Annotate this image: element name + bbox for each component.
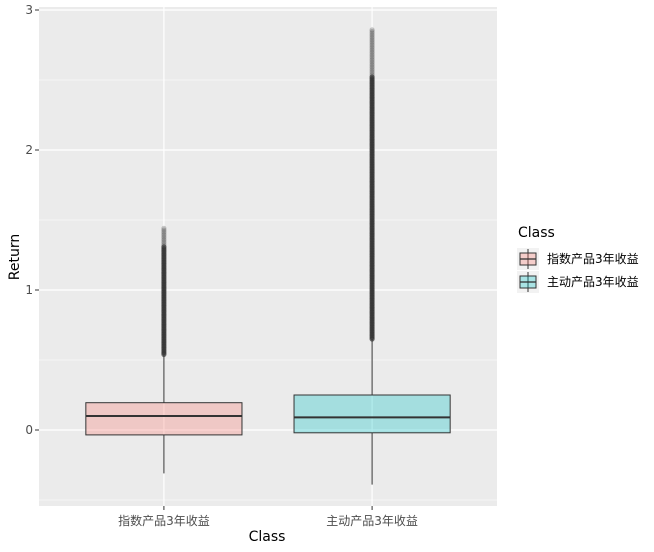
- outlier-point: [369, 47, 375, 53]
- outlier-point: [369, 57, 375, 63]
- y-axis-title: Return: [7, 234, 23, 280]
- outlier-point: [161, 242, 167, 248]
- outlier-point: [369, 42, 375, 48]
- outlier-point: [161, 232, 167, 238]
- legend-title: Class: [518, 225, 555, 241]
- x-tick-label: 主动产品3年收益: [326, 514, 418, 528]
- outlier-point: [369, 70, 375, 77]
- plot-panel: [39, 7, 497, 506]
- outlier-point: [369, 74, 375, 80]
- outlier-point: [369, 39, 375, 45]
- outlier-point: [369, 40, 375, 46]
- outlier-point: [161, 240, 167, 247]
- y-tick-label: 0: [25, 423, 33, 437]
- outlier-point: [161, 230, 167, 237]
- outlier-point: [161, 225, 167, 231]
- box-group: [85, 225, 243, 474]
- boxes: [85, 27, 451, 485]
- box: [85, 402, 243, 436]
- outlier-point: [369, 34, 375, 40]
- outlier-point: [369, 28, 375, 35]
- outlier-point: [369, 52, 375, 58]
- y-tick-label: 3: [25, 3, 33, 17]
- outlier-point: [369, 65, 375, 72]
- box-group: [293, 27, 451, 485]
- outlier-point: [369, 50, 375, 57]
- x-axis-title: Class: [249, 529, 286, 545]
- legend-label: 主动产品3年收益: [547, 275, 639, 289]
- outlier-point: [161, 227, 167, 233]
- outlier-point: [369, 67, 375, 73]
- outlier-point: [369, 44, 375, 50]
- y-axis-ticks: 0 1 2 3: [25, 3, 39, 437]
- x-tick-label: 指数产品3年收益: [118, 513, 210, 528]
- x-axis-ticks: 指数产品3年收益 主动产品3年收益: [118, 506, 418, 528]
- outlier-point: [369, 37, 375, 43]
- grid-minor: [39, 79, 497, 501]
- outlier-point: [369, 64, 375, 70]
- outlier-point: [161, 235, 167, 242]
- y-tick-label: 2: [25, 143, 33, 157]
- box: [293, 394, 451, 434]
- outlier-point: [369, 69, 375, 75]
- outlier-point: [161, 237, 167, 243]
- outlier-point: [369, 30, 375, 36]
- outlier-point: [369, 27, 375, 33]
- outlier-point: [369, 45, 375, 51]
- outlier-point: [369, 62, 375, 68]
- outlier-point: [369, 49, 375, 55]
- outlier-point: [369, 54, 375, 60]
- outlier-point: [369, 55, 375, 62]
- outlier-point: [161, 229, 167, 235]
- outlier-point: [161, 234, 167, 240]
- outlier-point: [161, 239, 167, 245]
- legend-label: 指数产品3年收益: [547, 251, 639, 266]
- outlier-point: [369, 59, 375, 65]
- outlier-point: [369, 35, 375, 41]
- outlier-point: [369, 72, 375, 78]
- outlier-point: [161, 244, 167, 250]
- y-tick-label: 1: [25, 283, 33, 297]
- outlier-point: [369, 60, 375, 67]
- outlier-point: [369, 32, 375, 38]
